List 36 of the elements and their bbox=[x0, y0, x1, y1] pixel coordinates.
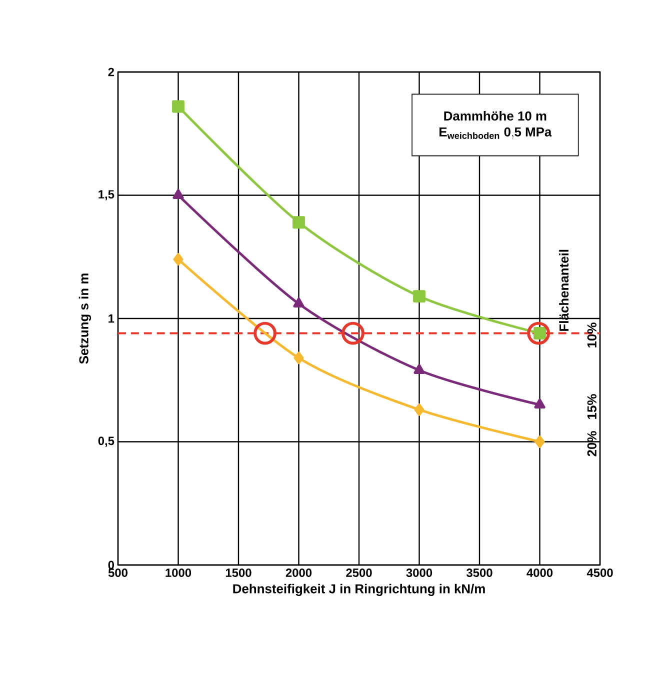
x-tick-label: 4500 bbox=[586, 568, 613, 577]
point bbox=[172, 100, 184, 113]
x-tick-label: 3000 bbox=[406, 568, 432, 577]
x-axis-title: Dehnsteifigkeit J in Ringrichtung in kN/m bbox=[233, 584, 485, 596]
point bbox=[527, 322, 550, 345]
y-tick-label: 0,5 bbox=[98, 436, 114, 447]
point bbox=[172, 189, 184, 199]
x-tick-label: 1000 bbox=[166, 568, 192, 577]
y-axis-title: Setzung s in m bbox=[78, 274, 92, 364]
x-tick-label: 3500 bbox=[466, 568, 492, 577]
x-tick-label: 500 bbox=[108, 568, 128, 577]
y-tick-label: 1,5 bbox=[98, 190, 114, 200]
point bbox=[534, 398, 546, 409]
point bbox=[414, 364, 425, 374]
x-tick-label: 4000 bbox=[526, 568, 553, 577]
legend-title: Flächenanteil bbox=[559, 250, 569, 331]
y-tick-label: 1 bbox=[108, 314, 114, 323]
point bbox=[293, 297, 304, 308]
point bbox=[254, 322, 276, 345]
x-tick-label: 1500 bbox=[226, 568, 252, 577]
point bbox=[414, 403, 424, 416]
x-tick-label: 2000 bbox=[286, 568, 312, 577]
point bbox=[534, 436, 545, 448]
text: 15% bbox=[587, 394, 596, 419]
x-tick-label: 2500 bbox=[346, 568, 372, 577]
y-tick-label: 2 bbox=[108, 68, 114, 76]
text: 10% bbox=[587, 322, 596, 348]
point bbox=[292, 216, 305, 229]
annotation: $\mathbf{E}_{\mathbf{weichboden}}\ \mathbf{0{,}5\ MPa}$ bbox=[440, 127, 552, 139]
y-tick-label: 0 bbox=[108, 560, 114, 570]
point bbox=[173, 253, 184, 266]
point bbox=[342, 322, 364, 345]
point bbox=[294, 352, 304, 364]
text: 20% bbox=[587, 431, 596, 456]
point bbox=[413, 290, 426, 303]
annotation: Dammhöhe 10 m bbox=[444, 111, 546, 121]
